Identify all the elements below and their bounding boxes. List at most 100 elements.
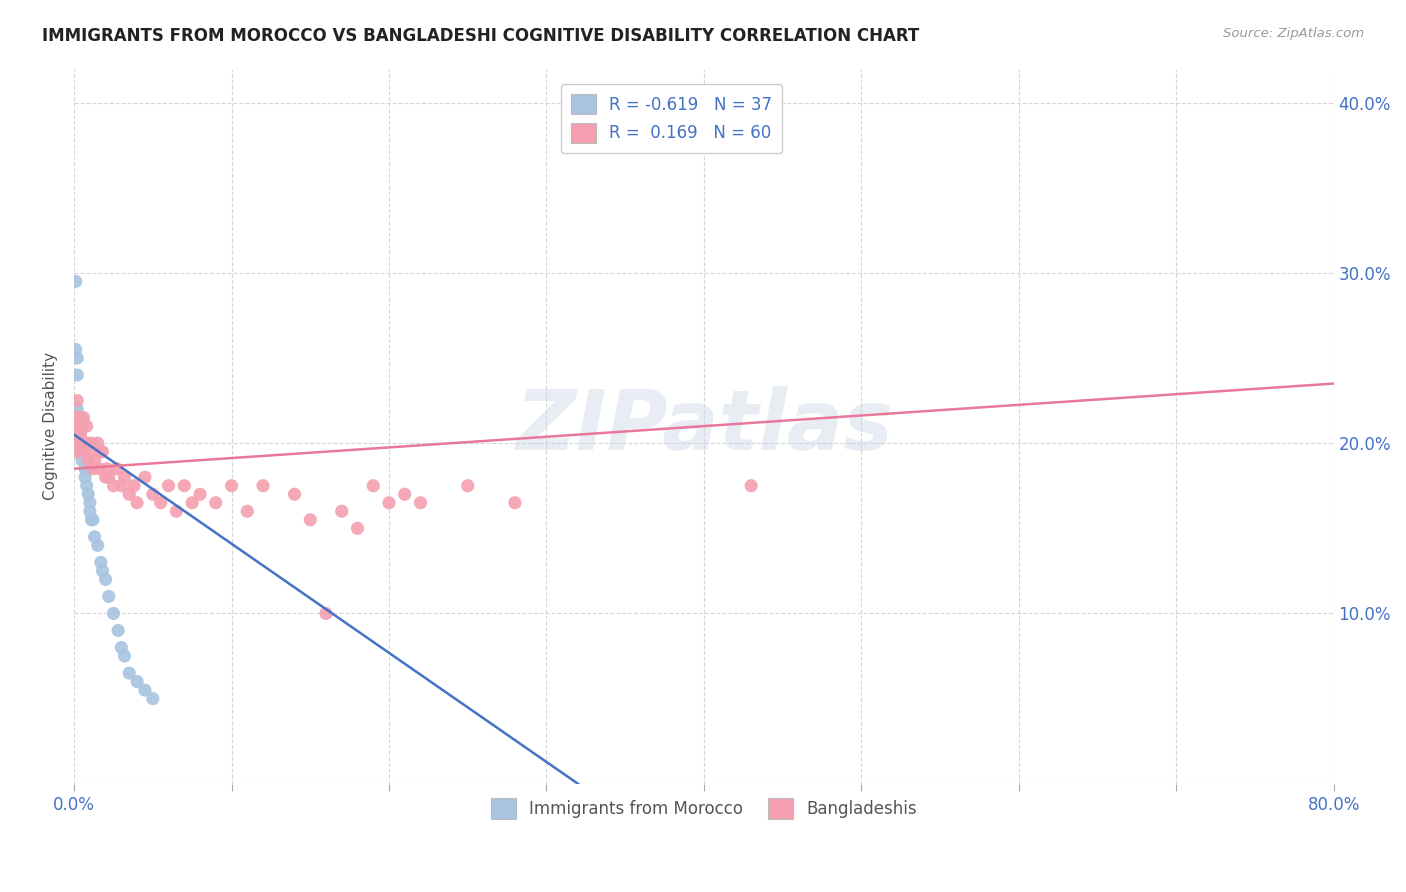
Point <box>315 607 337 621</box>
Point <box>134 470 156 484</box>
Point <box>75 436 97 450</box>
Point <box>77 453 100 467</box>
Text: Source: ZipAtlas.com: Source: ZipAtlas.com <box>1223 27 1364 40</box>
Point <box>110 479 132 493</box>
Point <box>91 444 114 458</box>
Point <box>90 555 112 569</box>
Point <box>80 513 103 527</box>
Point <box>72 444 94 458</box>
Point <box>76 461 98 475</box>
Point <box>82 513 104 527</box>
Point <box>72 444 94 458</box>
Point <box>66 368 89 382</box>
Point <box>79 444 101 458</box>
Point <box>236 504 259 518</box>
Point <box>142 487 165 501</box>
Point <box>283 487 305 501</box>
Point <box>69 427 91 442</box>
Point <box>105 461 128 475</box>
Point <box>67 436 90 450</box>
Point <box>114 648 136 663</box>
Point <box>86 436 108 450</box>
Point <box>149 496 172 510</box>
Point <box>66 410 89 425</box>
Point <box>346 521 368 535</box>
Point <box>65 427 87 442</box>
Point <box>75 470 97 484</box>
Point <box>142 691 165 706</box>
Point <box>114 470 136 484</box>
Text: IMMIGRANTS FROM MOROCCO VS BANGLADESHI COGNITIVE DISABILITY CORRELATION CHART: IMMIGRANTS FROM MOROCCO VS BANGLADESHI C… <box>42 27 920 45</box>
Point <box>361 479 384 493</box>
Point <box>86 538 108 552</box>
Point <box>91 564 114 578</box>
Point <box>79 496 101 510</box>
Point <box>70 419 93 434</box>
Point <box>614 121 637 136</box>
Point <box>72 436 94 450</box>
Point <box>67 427 90 442</box>
Point <box>70 436 93 450</box>
Point <box>69 410 91 425</box>
Point <box>96 461 118 475</box>
Point <box>110 640 132 655</box>
Point <box>70 453 93 467</box>
Point <box>66 351 89 365</box>
Point <box>65 410 87 425</box>
Point <box>76 436 98 450</box>
Point <box>97 590 120 604</box>
Point <box>118 666 141 681</box>
Point <box>107 624 129 638</box>
Point <box>378 496 401 510</box>
Point <box>97 470 120 484</box>
Point <box>70 444 93 458</box>
Point <box>89 461 111 475</box>
Point <box>80 436 103 450</box>
Point <box>165 504 187 518</box>
Text: ZIPatlas: ZIPatlas <box>515 385 893 467</box>
Point <box>72 410 94 425</box>
Point <box>94 573 117 587</box>
Point <box>65 274 87 288</box>
Point <box>83 453 105 467</box>
Point <box>740 479 762 493</box>
Point <box>75 461 97 475</box>
Point <box>65 343 87 357</box>
Point <box>125 496 148 510</box>
Point <box>457 479 479 493</box>
Point <box>69 444 91 458</box>
Point <box>118 487 141 501</box>
Point <box>66 402 89 417</box>
Point <box>67 419 90 434</box>
Point <box>65 444 87 458</box>
Point <box>394 487 416 501</box>
Point <box>503 496 526 510</box>
Point <box>204 496 226 510</box>
Point <box>69 427 91 442</box>
Point <box>77 487 100 501</box>
Point <box>134 683 156 698</box>
Point <box>76 419 98 434</box>
Point <box>299 513 322 527</box>
Point <box>82 461 104 475</box>
Point <box>79 504 101 518</box>
Legend: Immigrants from Morocco, Bangladeshis: Immigrants from Morocco, Bangladeshis <box>484 792 924 825</box>
Point <box>76 479 98 493</box>
Point <box>188 487 211 501</box>
Point <box>66 393 89 408</box>
Point <box>122 479 145 493</box>
Point <box>221 479 243 493</box>
Point <box>409 496 432 510</box>
Point <box>330 504 353 518</box>
Point <box>83 530 105 544</box>
Point <box>252 479 274 493</box>
Point <box>90 444 112 458</box>
Point <box>157 479 180 493</box>
Y-axis label: Cognitive Disability: Cognitive Disability <box>44 352 58 500</box>
Point <box>103 607 125 621</box>
Point <box>94 470 117 484</box>
Point <box>173 479 195 493</box>
Point <box>103 479 125 493</box>
Point <box>125 674 148 689</box>
Point <box>67 410 90 425</box>
